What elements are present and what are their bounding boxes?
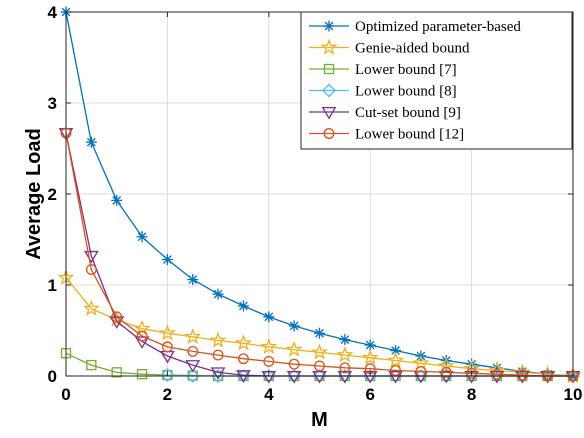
- x-axis-label: M: [311, 409, 328, 431]
- data-point: [111, 194, 123, 206]
- data-point: [85, 136, 97, 148]
- legend-entry: Lower bound [7]: [309, 62, 457, 78]
- legend-entry: Lower bound [8]: [309, 84, 457, 100]
- y-tick-label: 3: [48, 94, 57, 113]
- data-point: [339, 334, 351, 346]
- data-point: [437, 357, 455, 374]
- data-point: [187, 345, 199, 357]
- data-point: [237, 353, 249, 365]
- legend-label: Lower bound [12]: [355, 127, 464, 143]
- data-point: [466, 367, 478, 379]
- y-tick-label: 4: [48, 3, 58, 22]
- data-point: [339, 362, 351, 374]
- data-point: [212, 349, 224, 361]
- data-point: [212, 288, 224, 300]
- data-point: [82, 299, 100, 316]
- data-point: [440, 366, 452, 378]
- data-point: [158, 324, 176, 341]
- data-point: [312, 371, 327, 384]
- data-point: [184, 328, 202, 345]
- data-point: [187, 274, 199, 286]
- data-point: [160, 368, 175, 383]
- legend-label: Lower bound [8]: [355, 84, 457, 100]
- y-axis-label: Average Load: [23, 128, 45, 260]
- data-point: [438, 371, 454, 384]
- y-tick-label: 0: [48, 367, 57, 386]
- y-tick-label: 1: [48, 276, 57, 295]
- data-point: [336, 346, 354, 363]
- legend-entry: Optimized parameter-based: [309, 19, 521, 35]
- data-point: [210, 367, 226, 380]
- data-point: [185, 360, 201, 373]
- data-point: [288, 358, 300, 370]
- x-tick-label: 0: [61, 385, 70, 404]
- legend-marker: [323, 20, 335, 32]
- legend-entry: Genie-aided bound: [309, 38, 470, 57]
- data-point: [390, 365, 402, 376]
- x-tick-label: 10: [564, 385, 583, 404]
- legend-marker: [323, 63, 335, 75]
- series-line: [65, 132, 573, 377]
- data-point: [111, 367, 122, 378]
- legend-label: Optimized parameter-based: [355, 19, 521, 35]
- legend-label: Genie-aided bound: [355, 41, 470, 57]
- data-point: [491, 368, 503, 380]
- data-point: [84, 250, 99, 264]
- data-point: [86, 359, 97, 371]
- data-point: [234, 334, 252, 351]
- legend-box: [300, 11, 573, 150]
- data-point: [514, 371, 530, 384]
- x-tick-label: 2: [163, 385, 172, 404]
- legend: Optimized parameter-based Genie-aided bou…: [300, 11, 573, 150]
- legend-marker: [320, 38, 338, 55]
- data-point: [285, 340, 303, 357]
- legend-entry: Cut-set bound [9]: [309, 105, 461, 121]
- data-point: [286, 371, 302, 384]
- data-point: [488, 361, 506, 378]
- data-point: [85, 264, 97, 275]
- data-point: [134, 336, 150, 349]
- data-point: [263, 355, 275, 367]
- data-point: [361, 348, 379, 366]
- data-point: [161, 254, 173, 266]
- legend-marker: [321, 107, 337, 120]
- x-tick-label: 8: [467, 385, 476, 404]
- data-point: [185, 369, 200, 383]
- data-point: [288, 320, 300, 332]
- data-point: [136, 330, 148, 342]
- legend-label: Lower bound [7]: [355, 62, 457, 78]
- data-point: [136, 369, 148, 380]
- y-tick-label: 2: [48, 185, 57, 204]
- legend-marker: [323, 128, 335, 139]
- data-point: [489, 371, 505, 384]
- tick-labels: 0 2 4 6 8 10 0 1 2 3 4: [48, 3, 583, 404]
- data-point: [260, 338, 278, 354]
- x-tick-label: 4: [264, 385, 274, 404]
- data-point: [364, 339, 376, 351]
- x-tick-label: 6: [365, 385, 374, 404]
- data-point: [263, 311, 275, 323]
- data-point: [388, 371, 403, 384]
- data-point: [337, 371, 353, 384]
- data-point: [111, 311, 123, 323]
- data-point: [310, 343, 329, 360]
- legend-marker: [322, 83, 336, 98]
- data-point: [136, 231, 148, 243]
- series-line: [65, 277, 574, 377]
- legend-label: Cut-set bound [9]: [355, 105, 461, 121]
- data-point: [161, 341, 173, 353]
- data-point: [314, 360, 325, 372]
- legend-entry: Lower bound [12]: [309, 127, 464, 143]
- data-point: [237, 300, 249, 312]
- data-point: [516, 369, 528, 381]
- data-point: [314, 327, 325, 339]
- data-point: [387, 351, 405, 368]
- data-point: [211, 369, 226, 383]
- data-point: [209, 331, 227, 348]
